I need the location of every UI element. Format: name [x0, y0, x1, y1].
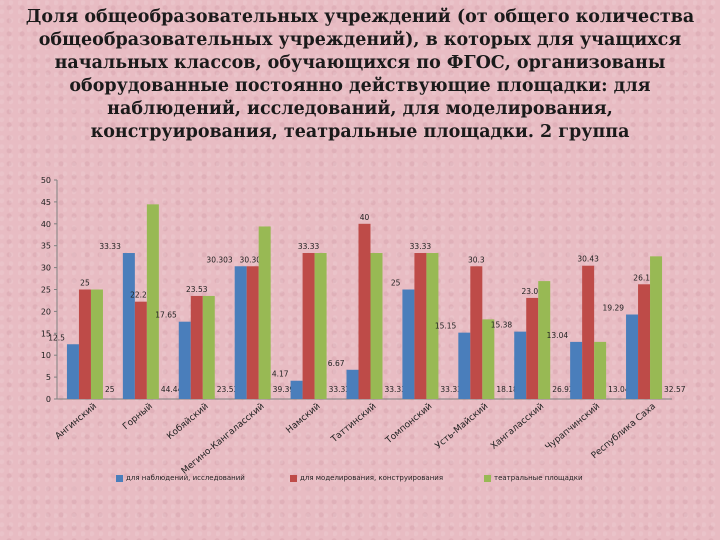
legend-item-modeling: для моделирования, конструирования: [290, 474, 443, 482]
bar-3-1: [90, 289, 103, 399]
legend-swatch-observation: [116, 474, 123, 482]
chart-title: Доля общеобразовательных учреждений (от …: [25, 7, 695, 142]
data-label: 40: [360, 213, 370, 222]
bar-2-1: [78, 289, 91, 399]
legend-item-observation: для наблюдений, исследований: [116, 474, 245, 482]
legend-label-modeling: для моделирования, конструирования: [300, 474, 444, 482]
bar-1-11: [626, 314, 639, 399]
data-label: 17.65: [155, 311, 177, 320]
bar-3-5: [314, 253, 327, 399]
data-label: 25: [105, 385, 115, 394]
data-label: 33.33: [298, 242, 320, 251]
data-label: 26.92: [552, 385, 574, 394]
x-category-label: Чурапчинский: [544, 402, 602, 453]
y-tick-label: 25: [41, 286, 51, 295]
y-tick-label: 30: [41, 264, 51, 273]
data-label: 39.39: [273, 385, 295, 394]
bar-1-10: [570, 341, 583, 399]
data-label: 30.3: [468, 255, 485, 264]
data-label: 33.33: [410, 242, 432, 251]
bar-1-6: [346, 369, 359, 399]
y-tick-label: 20: [41, 307, 51, 316]
data-label: 30.303: [240, 255, 266, 264]
y-tick-label: 15: [41, 329, 51, 338]
bar-2-5: [302, 253, 315, 399]
data-label: 13.04: [608, 385, 630, 394]
data-label: 23.53: [186, 285, 208, 294]
bar-3-6: [370, 253, 383, 399]
bar-2-6: [358, 223, 371, 399]
bar-2-4: [246, 266, 259, 399]
bar-3-4: [258, 226, 271, 399]
data-label: 15.38: [491, 321, 513, 330]
data-label: 15.15: [435, 322, 457, 331]
bar-3-3: [202, 295, 215, 399]
data-label: 25: [391, 279, 401, 288]
bar-1-8: [458, 332, 471, 399]
bar-2-8: [470, 266, 483, 399]
y-tick-label: 50: [41, 176, 51, 185]
bar-2-2: [134, 301, 147, 399]
data-label: 12.5: [48, 333, 65, 342]
data-label: 6.67: [328, 359, 345, 368]
bar-3-2: [146, 204, 159, 399]
bar-1-7: [402, 289, 415, 399]
legend-swatch-theatre: [484, 474, 491, 482]
data-label: 30.303: [206, 255, 232, 264]
data-label: 18.18: [496, 385, 518, 394]
bar-1-1: [66, 344, 79, 399]
bar-2-11: [638, 284, 651, 399]
data-label: 22.22: [130, 291, 152, 300]
legend-label-observation: для наблюдений, исследований: [126, 474, 245, 482]
chart-legend: для наблюдений, исследований для моделир…: [100, 474, 660, 488]
y-tick-label: 0: [46, 395, 51, 404]
data-label: 33.33: [440, 385, 462, 394]
y-tick-label: 10: [41, 351, 51, 360]
bar-1-9: [514, 331, 527, 399]
x-category-label: Кобяйский: [165, 402, 210, 442]
bar-2-7: [414, 253, 427, 399]
data-label: 23.08: [521, 287, 543, 296]
data-label: 33.33: [329, 385, 351, 394]
x-category-label: Хангаласский: [489, 402, 546, 452]
x-category-label: Намский: [285, 402, 323, 436]
y-tick-label: 35: [41, 242, 51, 251]
bar-1-4: [234, 266, 247, 399]
x-category-label: Томпонский: [383, 402, 434, 447]
data-label: 26.19: [633, 273, 655, 282]
bar-3-7: [426, 253, 439, 399]
bar-3-9: [538, 281, 551, 399]
data-label: 19.29: [603, 304, 625, 313]
x-category-label: Таттинский: [329, 402, 379, 446]
data-label: 4.17: [272, 370, 289, 379]
y-tick-label: 40: [41, 220, 51, 229]
legend-label-theatre: театральные площадки: [494, 474, 583, 482]
x-category-label: Усть-Майский: [434, 402, 491, 452]
bar-3-11: [650, 256, 663, 399]
bar-1-2: [122, 253, 135, 399]
data-label: 13.04: [547, 331, 569, 340]
data-label: 44.44: [161, 385, 183, 394]
data-label: 25: [80, 279, 90, 288]
y-tick-label: 5: [46, 373, 51, 382]
legend-item-theatre: театральные площадки: [484, 474, 583, 482]
bar-2-10: [582, 265, 595, 399]
bar-1-3: [178, 321, 191, 399]
bar-3-8: [482, 319, 495, 399]
bar-3-10: [594, 341, 607, 399]
legend-swatch-modeling: [290, 474, 297, 482]
y-tick-label: 45: [41, 198, 51, 207]
bar-2-3: [190, 295, 203, 399]
data-label: 33.33: [99, 242, 121, 251]
data-label: 33.33: [385, 385, 407, 394]
data-label: 23.53: [217, 385, 239, 394]
data-label: 30.43: [577, 255, 599, 264]
x-category-label: Ангинский: [54, 402, 99, 442]
x-category-label: Горный: [121, 402, 155, 433]
data-label: 32.57: [664, 385, 686, 394]
bar-2-9: [526, 297, 539, 399]
bar-1-5: [290, 380, 303, 399]
